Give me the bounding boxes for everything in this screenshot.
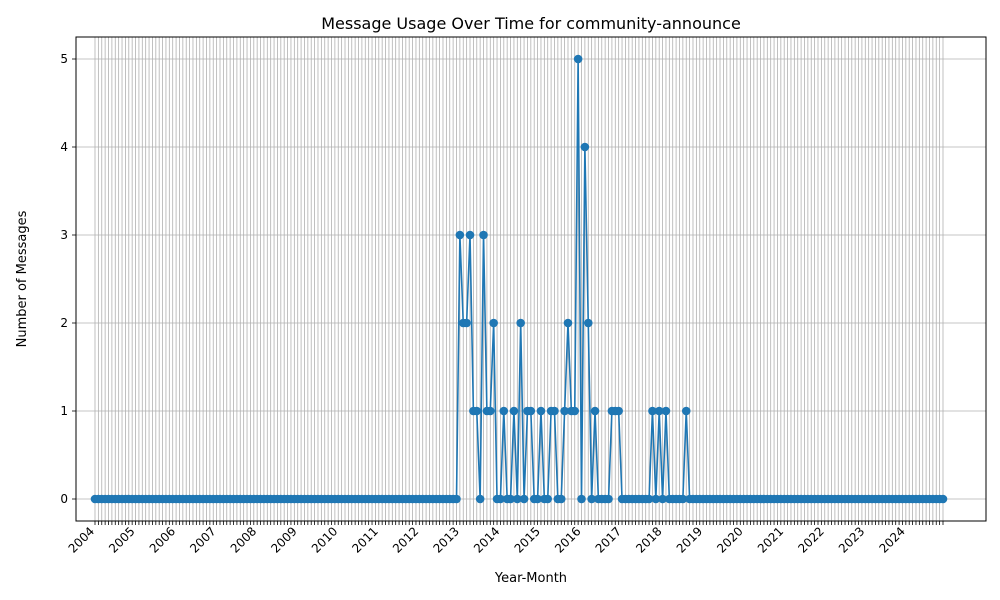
data-point [550,406,559,416]
data-point [536,406,546,416]
data-point [489,318,498,328]
data-point [509,406,519,416]
data-point [513,494,522,504]
data-point [587,494,596,504]
y-tick-label: 1 [60,404,68,418]
data-point [526,406,536,416]
data-point [506,494,515,504]
data-point [654,406,664,416]
data-point [583,318,593,328]
data-point [472,406,482,416]
data-point [580,142,590,152]
data-point [543,494,553,504]
data-point [658,494,667,504]
data-point [452,494,461,504]
data-point [516,318,525,328]
data-point [577,494,586,504]
data-point [465,230,475,240]
data-point [681,406,691,416]
data-point [563,318,573,328]
data-point [661,406,671,416]
data-point [560,406,569,416]
data-point [475,494,485,504]
data-point [556,494,566,504]
chart-title: Message Usage Over Time for community-an… [321,14,741,33]
y-axis-label: Number of Messages [15,210,30,347]
data-point [462,318,471,328]
data-point [479,230,488,240]
data-point [614,406,623,416]
y-axis: 0 1 2 3 4 5 [60,52,76,506]
data-point [651,494,661,504]
data-point [644,494,654,504]
data-point [590,406,600,416]
data-point [499,406,509,416]
data-point [604,494,613,504]
data-point [485,406,495,416]
data-point [533,494,542,504]
data-point [455,230,465,240]
y-tick-label: 0 [60,492,68,506]
data-point [938,494,948,504]
x-axis-label: Year-Month [494,571,567,586]
y-tick-label: 3 [60,228,68,242]
data-point [496,494,505,504]
grid [76,37,986,521]
data-point [519,494,529,504]
y-tick-label: 4 [60,140,68,154]
data-point [573,54,583,64]
y-tick-label: 5 [60,52,68,66]
data-point [648,406,657,416]
data-point [678,494,688,504]
data-point [570,406,580,416]
series-line [90,54,948,504]
y-tick-label: 2 [60,316,68,330]
